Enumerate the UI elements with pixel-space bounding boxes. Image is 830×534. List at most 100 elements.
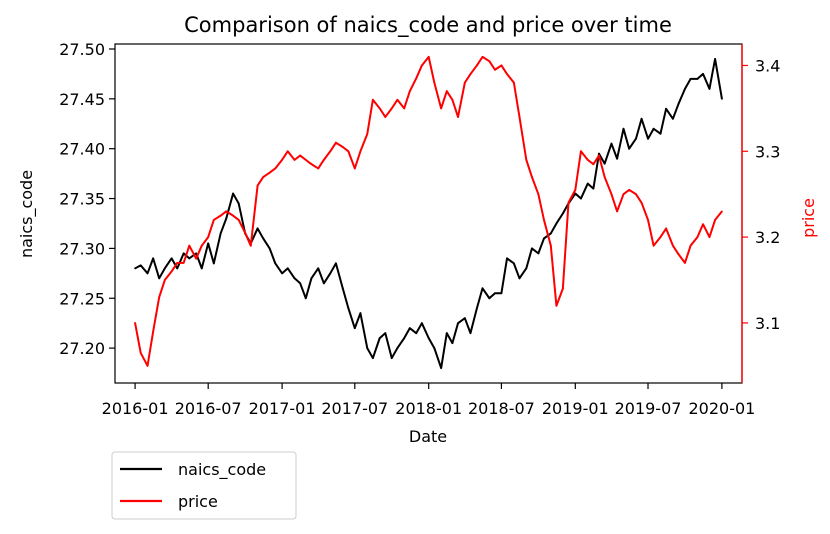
data-point-naics-code xyxy=(341,287,344,290)
data-point-price xyxy=(580,150,582,153)
data-point-price xyxy=(299,154,302,157)
left-y-tick-label: 27.20 xyxy=(59,339,105,358)
data-point-naics-code xyxy=(163,267,166,270)
data-point-price xyxy=(635,193,637,196)
data-point-price xyxy=(445,90,448,93)
data-point-naics-code xyxy=(494,292,496,295)
data-point-naics-code xyxy=(592,187,595,190)
left-y-axis: 27.20 27.25 27.30 27.35 27.40 27.45 27.50 xyxy=(59,40,115,358)
data-point-price xyxy=(176,261,179,264)
data-point-price xyxy=(200,244,203,247)
data-point-price xyxy=(531,176,533,178)
x-tick-label: 2018-07 xyxy=(468,399,535,418)
data-point-naics-code xyxy=(378,337,381,340)
data-point-price xyxy=(622,193,625,196)
x-axis: 2016-01 2016-07 2017-01 2017-07 2018-01 2018-… xyxy=(102,383,755,418)
data-point-naics-code xyxy=(299,282,302,285)
data-point-naics-code xyxy=(256,227,259,230)
data-point-naics-code xyxy=(543,237,545,240)
data-point-price xyxy=(481,55,484,58)
x-tick-label: 2016-01 xyxy=(102,399,169,418)
data-point-naics-code xyxy=(390,357,393,359)
data-point-naics-code xyxy=(580,197,582,200)
left-y-axis-label: naics_code xyxy=(17,170,37,258)
data-point-naics-code xyxy=(518,277,521,280)
data-point-price xyxy=(415,77,418,80)
data-point-naics-code xyxy=(672,117,674,120)
legend-label-price: price xyxy=(178,492,218,511)
right-y-tick-label: 3.2 xyxy=(755,228,780,247)
data-point-naics-code xyxy=(628,147,631,150)
chart-title: Comparison of naics_code and price over … xyxy=(184,13,672,38)
data-point-price xyxy=(281,158,283,161)
data-point-price xyxy=(403,107,406,110)
data-point-price xyxy=(469,73,472,75)
x-tick-label: 2020-01 xyxy=(688,399,755,418)
data-point-price xyxy=(506,73,508,75)
data-point-naics-code xyxy=(188,257,191,260)
data-point-naics-code xyxy=(286,267,289,270)
left-y-tick-label: 27.40 xyxy=(59,140,105,159)
data-point-naics-code xyxy=(500,292,503,295)
data-point-price xyxy=(347,150,350,153)
data-point-naics-code xyxy=(440,367,443,369)
data-point-naics-code xyxy=(659,132,662,135)
data-point-price xyxy=(440,107,443,110)
data-point-naics-code xyxy=(366,347,369,349)
data-point-price xyxy=(262,176,265,178)
data-point-price xyxy=(433,81,436,84)
data-point-price xyxy=(310,163,313,166)
data-point-price xyxy=(610,193,613,196)
data-point-naics-code xyxy=(506,257,508,260)
data-point-price xyxy=(549,244,552,247)
data-point-naics-code xyxy=(408,327,411,330)
data-point-naics-code xyxy=(396,347,399,349)
data-point-price xyxy=(353,167,356,170)
data-point-naics-code xyxy=(481,287,484,290)
data-point-price xyxy=(359,150,362,153)
left-y-tick-label: 27.50 xyxy=(59,40,105,59)
data-point-price xyxy=(463,81,466,84)
data-point-price xyxy=(134,322,136,324)
data-point-naics-code xyxy=(427,337,430,340)
data-point-price xyxy=(457,116,459,118)
data-point-price xyxy=(586,158,589,161)
data-point-naics-code xyxy=(225,217,228,220)
data-point-price xyxy=(146,364,149,367)
data-point-naics-code xyxy=(281,272,283,275)
data-point-naics-code xyxy=(182,252,185,255)
data-point-naics-code xyxy=(488,297,491,300)
data-point-naics-code xyxy=(371,357,374,359)
x-tick-label: 2019-07 xyxy=(615,399,682,418)
right-y-tick-label: 3.3 xyxy=(755,142,780,161)
data-point-naics-code xyxy=(525,267,528,270)
right-y-axis-label: price xyxy=(799,198,818,238)
data-point-price xyxy=(420,64,423,67)
data-point-naics-code xyxy=(433,347,436,349)
data-point-price xyxy=(696,236,699,239)
left-y-tick-label: 27.25 xyxy=(59,289,105,308)
data-point-price xyxy=(628,189,631,191)
data-point-price xyxy=(689,244,692,247)
data-point-price xyxy=(561,287,564,290)
data-point-naics-code xyxy=(335,262,337,265)
data-point-naics-code xyxy=(219,232,222,235)
right-y-axis: 3.1 3.2 3.3 3.4 xyxy=(741,44,780,383)
data-point-price xyxy=(512,81,515,84)
left-y-tick-label: 27.30 xyxy=(59,239,105,258)
data-point-price xyxy=(659,236,662,239)
data-point-price xyxy=(244,231,247,234)
legend: naics_code price xyxy=(111,451,297,520)
data-point-price xyxy=(721,210,723,213)
data-point-naics-code xyxy=(451,342,454,345)
data-point-price xyxy=(219,214,222,217)
data-point-price xyxy=(163,279,166,281)
data-point-naics-code xyxy=(665,107,667,110)
data-point-naics-code xyxy=(512,262,515,265)
data-point-price xyxy=(476,64,478,67)
data-point-price xyxy=(684,261,686,264)
data-point-price xyxy=(640,201,643,204)
data-point-price xyxy=(268,171,271,174)
data-point-naics-code xyxy=(463,317,466,320)
data-point-price xyxy=(494,68,496,71)
